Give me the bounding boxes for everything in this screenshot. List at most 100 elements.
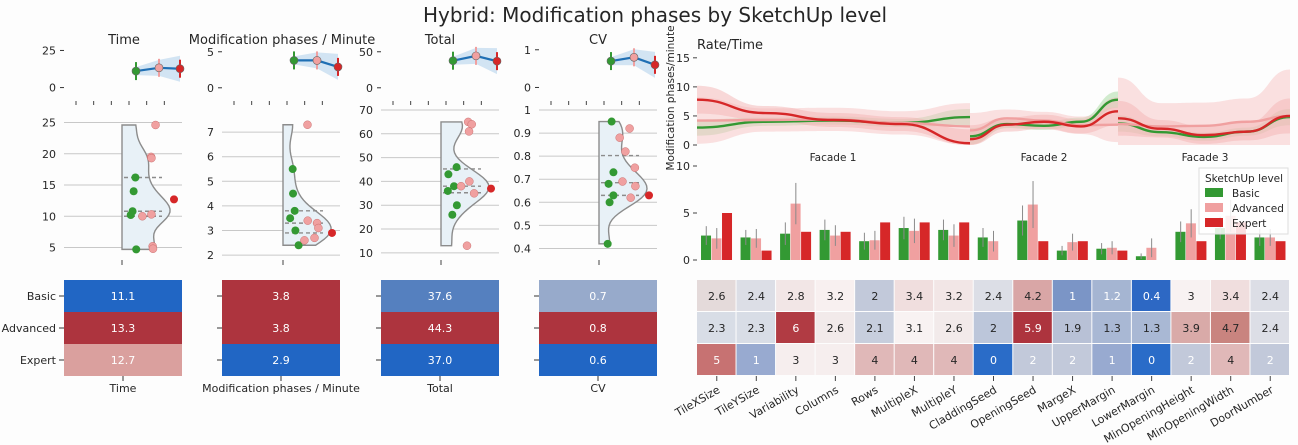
bar-expert <box>1117 250 1128 260</box>
bar-expert <box>840 231 851 260</box>
param-heat-cell <box>855 312 894 343</box>
panel-3: Total 0 50 10 20 30 40 50 60 70 37.6 44.3 37.0 Total <box>359 33 502 395</box>
param-heat-label: 2 <box>871 290 878 303</box>
param-heat-cell <box>1250 280 1289 311</box>
dist-point-basic <box>291 226 300 235</box>
trend-ytick-label: 0 <box>49 82 56 95</box>
param-heat-label: 1.3 <box>1103 322 1121 335</box>
heat-cell <box>539 312 657 344</box>
facade-label: Facade 3 <box>1182 152 1229 164</box>
heat-cell <box>222 280 340 312</box>
heat-xlabel: Time <box>109 382 137 395</box>
dist-point-basic <box>126 211 135 219</box>
heat-cell-label: 12.7 <box>111 354 136 367</box>
trend-mean-marker <box>131 66 141 76</box>
dist-point-expert <box>487 184 495 193</box>
trend-ytick-label: 0 <box>524 81 531 94</box>
heat-cell-label: 0.7 <box>589 290 607 303</box>
param-heat-cell <box>1171 344 1210 375</box>
heat-cell-label: 37.6 <box>428 290 453 303</box>
rate-ci-band-expert <box>697 85 970 145</box>
param-heat-cell <box>776 312 815 343</box>
trend-mean-marker <box>448 56 458 66</box>
param-heat-cell <box>1210 312 1250 343</box>
dist-ytick-label: 30 <box>359 199 373 212</box>
dist-ytick-label: 5 <box>207 175 214 188</box>
bar-ytick-label: 5 <box>683 207 690 220</box>
bar-advanced <box>1067 242 1078 260</box>
legend-item-label: Basic <box>1232 188 1260 200</box>
heat-cell <box>64 280 182 312</box>
dist-point-advanced <box>147 210 156 219</box>
param-heat-label: 1.2 <box>1103 290 1121 303</box>
bar-expert <box>1235 222 1246 260</box>
bar-advanced <box>1185 223 1196 260</box>
dist-ytick-label: 40 <box>359 175 373 188</box>
dist-point-basic <box>294 241 303 250</box>
dist-point-basic <box>289 189 298 198</box>
trend-mean-marker <box>333 62 343 72</box>
param-heat-cell <box>1210 344 1250 375</box>
bar-advanced <box>751 238 762 260</box>
dist-point-basic <box>444 170 453 179</box>
dist-point-advanced <box>469 189 479 198</box>
trend-mean-marker <box>629 53 639 62</box>
dist-point-basic <box>449 182 458 191</box>
bar-basic <box>740 237 751 260</box>
param-heat-cell <box>815 344 855 375</box>
param-heat-label: 0 <box>990 354 997 367</box>
dist-point-basic <box>286 214 295 223</box>
heat-cell <box>64 312 182 344</box>
param-heat-cell <box>1052 344 1092 375</box>
bar-advanced <box>948 235 959 260</box>
heat-cell <box>222 312 340 344</box>
rate-ytick-label: 15 <box>676 52 690 65</box>
bar-advanced <box>909 230 920 260</box>
trend-mean-marker <box>154 63 164 73</box>
param-heat-label: 2.3 <box>708 322 726 335</box>
bar-expert <box>959 222 970 260</box>
dist-point-advanced <box>465 177 474 186</box>
dist-point-basic <box>288 165 297 174</box>
bar-advanced <box>1264 237 1275 260</box>
dist-point-basic <box>132 245 141 254</box>
param-xtick-label: Columns <box>793 383 841 418</box>
parameter-heatmap: 2.6 2.4 2.8 3.2 2 3.4 3.2 2.4 4.2 1 1.2 0.4 3 3.4 2.4 2… <box>672 280 1289 445</box>
dist-ytick-label: 0.5 <box>514 219 532 232</box>
bar-basic <box>859 241 870 260</box>
heat-cell <box>539 344 657 376</box>
param-heat-label: 5.9 <box>1024 322 1042 335</box>
param-heat-label: 2.6 <box>708 290 726 303</box>
param-heat-cell <box>1013 344 1052 375</box>
param-heat-label: 3.1 <box>906 322 924 335</box>
dist-point-expert <box>328 228 336 237</box>
param-heat-cell <box>736 344 776 375</box>
heat-cell <box>539 280 657 312</box>
trend-ytick-label: 1 <box>524 44 531 57</box>
panel-4: CV 0 1 0.4 0.5 0.6 0.7 0.8 0.9 1 0.7 0.8 0.6 CV <box>514 33 660 395</box>
dist-point-basic <box>452 201 461 210</box>
dist-ytick-label: 5 <box>49 242 56 255</box>
param-heat-cell <box>815 280 855 311</box>
param-heat-cell <box>894 280 934 311</box>
dist-point-basic <box>607 117 616 126</box>
trend-ytick-label: 25 <box>42 44 56 57</box>
rate-time-panel: Rate/Time Modification phases/minute 0 5 10 1… <box>665 25 1291 171</box>
dist-point-basic <box>603 239 612 248</box>
param-heat-label: 2.6 <box>945 322 963 335</box>
param-heat-cell <box>1052 280 1092 311</box>
dist-point-basic <box>129 187 138 196</box>
param-heat-cell <box>1013 312 1052 343</box>
dist-point-basic <box>452 163 461 172</box>
param-heat-cell <box>1092 280 1131 311</box>
dist-point-basic <box>131 173 140 182</box>
rate-ytick-label: 10 <box>676 81 690 94</box>
param-heat-label: 4 <box>911 354 918 367</box>
rate-curve-expert <box>969 110 1119 141</box>
dist-ytick-label: 2 <box>207 249 214 262</box>
param-heat-label: 2.4 <box>985 290 1003 303</box>
dist-ytick-label: 0.7 <box>514 173 532 186</box>
heat-xlabel: Total <box>426 382 453 395</box>
bar-advanced <box>1027 204 1038 260</box>
dist-half-violin <box>121 124 171 251</box>
